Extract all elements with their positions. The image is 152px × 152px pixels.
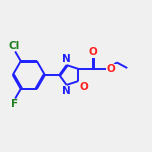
Text: N: N: [62, 86, 71, 96]
Text: O: O: [107, 64, 116, 74]
Text: Cl: Cl: [9, 41, 20, 51]
Text: F: F: [11, 99, 18, 109]
Text: O: O: [89, 47, 98, 57]
Text: O: O: [79, 82, 88, 92]
Text: N: N: [62, 54, 71, 64]
